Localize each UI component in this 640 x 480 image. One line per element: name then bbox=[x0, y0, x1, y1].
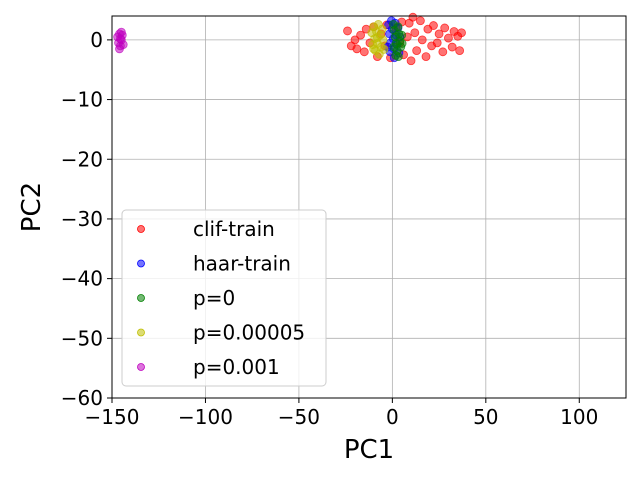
x-tick-label: 100 bbox=[560, 405, 598, 429]
data-point bbox=[410, 28, 420, 38]
data-point bbox=[444, 33, 453, 43]
y-tick-label: 0 bbox=[90, 28, 103, 52]
legend: clif-train haar-train p=0 p=0.00005 p=0.001 bbox=[121, 209, 327, 387]
legend-box bbox=[121, 209, 327, 387]
y-tick-label: −30 bbox=[61, 207, 103, 231]
legend-entry: clif-train bbox=[193, 217, 275, 241]
data-point bbox=[438, 47, 448, 57]
legend-entry: p=0.001 bbox=[193, 355, 280, 379]
data-point bbox=[457, 28, 466, 38]
data-point bbox=[447, 42, 457, 52]
data-point bbox=[393, 52, 403, 61]
data-point bbox=[408, 12, 418, 22]
data-point bbox=[415, 16, 425, 26]
legend-marker bbox=[137, 294, 145, 302]
data-point bbox=[417, 35, 427, 45]
legend-marker bbox=[137, 363, 145, 371]
series-p=0.00005 bbox=[367, 19, 389, 59]
data-point bbox=[343, 26, 352, 36]
data-point bbox=[116, 34, 125, 44]
x-axis-label: PC1 bbox=[344, 435, 394, 465]
data-point bbox=[346, 41, 356, 51]
series-p=0.001 bbox=[113, 27, 128, 54]
data-point bbox=[397, 30, 407, 40]
plot-frame bbox=[111, 15, 627, 399]
data-point bbox=[393, 22, 403, 32]
series-clif-train bbox=[343, 12, 466, 66]
data-point bbox=[115, 44, 124, 54]
plot-points bbox=[113, 12, 466, 66]
legend-marker bbox=[137, 328, 145, 337]
x-tick-label: 50 bbox=[473, 405, 498, 429]
data-point bbox=[356, 30, 365, 40]
y-tick-label: −20 bbox=[61, 147, 103, 171]
y-tick-label: −40 bbox=[61, 267, 103, 291]
x-tick-label: −50 bbox=[278, 405, 320, 429]
legend-entry: p=0 bbox=[193, 286, 235, 310]
data-point bbox=[377, 24, 387, 34]
data-point bbox=[432, 38, 442, 48]
y-tick-label: −50 bbox=[61, 326, 103, 350]
data-point bbox=[373, 33, 382, 42]
x-tick-label: −150 bbox=[85, 405, 140, 429]
data-point bbox=[397, 39, 407, 48]
data-point bbox=[412, 46, 422, 56]
data-point bbox=[440, 23, 450, 33]
legend-marker bbox=[137, 225, 145, 233]
y-tick-label: −60 bbox=[61, 386, 103, 410]
legend-marker bbox=[137, 259, 145, 268]
data-point bbox=[406, 56, 416, 66]
legend-entry: haar-train bbox=[193, 252, 291, 276]
data-point bbox=[359, 47, 369, 57]
x-tick-label: −100 bbox=[178, 405, 233, 429]
y-tick-label: −10 bbox=[61, 88, 103, 112]
y-axis-label: PC2 bbox=[17, 182, 47, 232]
data-point bbox=[369, 44, 379, 54]
axis-ticks: −150 −100 −50 0 50 100−60−50−40−30−20−100 bbox=[61, 28, 599, 429]
x-tick-label: 0 bbox=[386, 405, 399, 429]
legend-entry: p=0.00005 bbox=[193, 321, 305, 345]
data-point bbox=[389, 42, 399, 52]
data-point bbox=[379, 45, 389, 54]
data-point bbox=[455, 46, 465, 56]
series-p=0 bbox=[388, 19, 407, 61]
data-point bbox=[429, 21, 438, 30]
data-point bbox=[421, 52, 431, 61]
data-point bbox=[434, 29, 444, 39]
